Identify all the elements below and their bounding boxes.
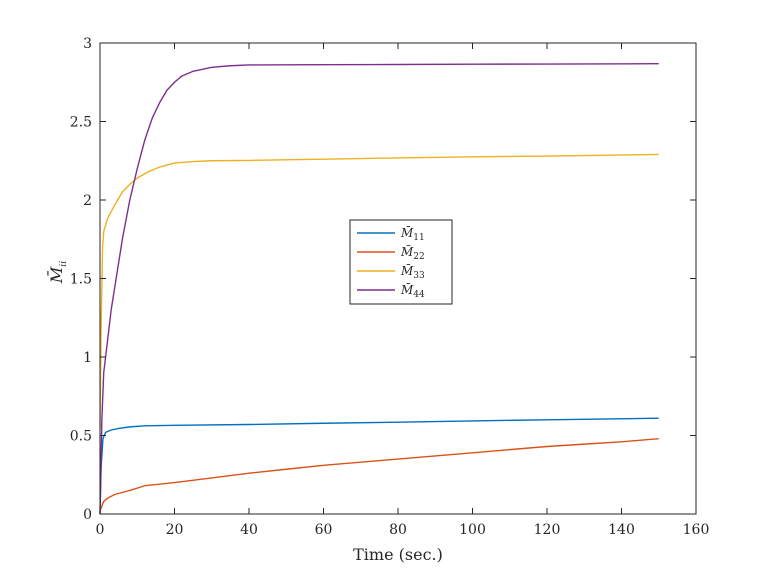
- series-line-22: [99, 437, 659, 512]
- legend-entry-subscript: 11: [413, 233, 424, 243]
- legend-entry-subscript: 33: [413, 271, 425, 281]
- x-tick-label: 60: [315, 522, 333, 538]
- x-tick-label: 80: [389, 522, 407, 538]
- legend: M̄11M̄22M̄33M̄44: [349, 219, 453, 305]
- series-line-11: [99, 417, 659, 515]
- x-tick-label: 140: [608, 522, 635, 538]
- x-tick-label: 20: [166, 522, 184, 538]
- legend-entry-base: M̄: [400, 244, 414, 259]
- legend-entry-33: M̄33: [400, 263, 425, 281]
- series-layer: [99, 63, 659, 515]
- y-axis-label: M̄ii: [45, 261, 69, 284]
- y-tick-label: 2: [83, 193, 92, 209]
- y-axis-label-subscript: ii: [59, 261, 69, 267]
- series-line-33: [99, 153, 659, 428]
- y-tick-label: 0.5: [70, 429, 92, 445]
- legend-entry-base: M̄: [400, 282, 414, 297]
- y-axis-label-base: M̄: [45, 266, 66, 284]
- legend-entry-subscript: 22: [413, 252, 424, 262]
- legend-entry-22: M̄22: [400, 244, 425, 262]
- series-line-44: [99, 63, 659, 515]
- y-tick-label: 1: [83, 350, 92, 366]
- x-tick-label: 120: [534, 522, 561, 538]
- x-axis-ticks: 0 20 40 60 80 100 120 140 160: [96, 43, 710, 538]
- y-tick-label: 1.5: [70, 272, 92, 288]
- legend-entry-11: M̄11: [400, 225, 425, 243]
- y-tick-label: 3: [83, 36, 92, 52]
- legend-entry-subscript: 44: [413, 290, 425, 300]
- legend-entry-base: M̄: [400, 263, 414, 278]
- x-tick-label: 160: [683, 522, 710, 538]
- legend-entry-44: M̄44: [400, 282, 425, 300]
- y-tick-label: 2.5: [70, 115, 92, 131]
- y-axis-ticks: 0 0.5 1 1.5 2 2.5 3: [70, 36, 696, 523]
- x-tick-label: 0: [96, 522, 105, 538]
- y-tick-label: 0: [83, 507, 92, 523]
- x-axis-label: Time (sec.): [353, 545, 443, 564]
- x-tick-label: 100: [459, 522, 486, 538]
- x-tick-label: 40: [240, 522, 258, 538]
- legend-entry-base: M̄: [400, 225, 414, 240]
